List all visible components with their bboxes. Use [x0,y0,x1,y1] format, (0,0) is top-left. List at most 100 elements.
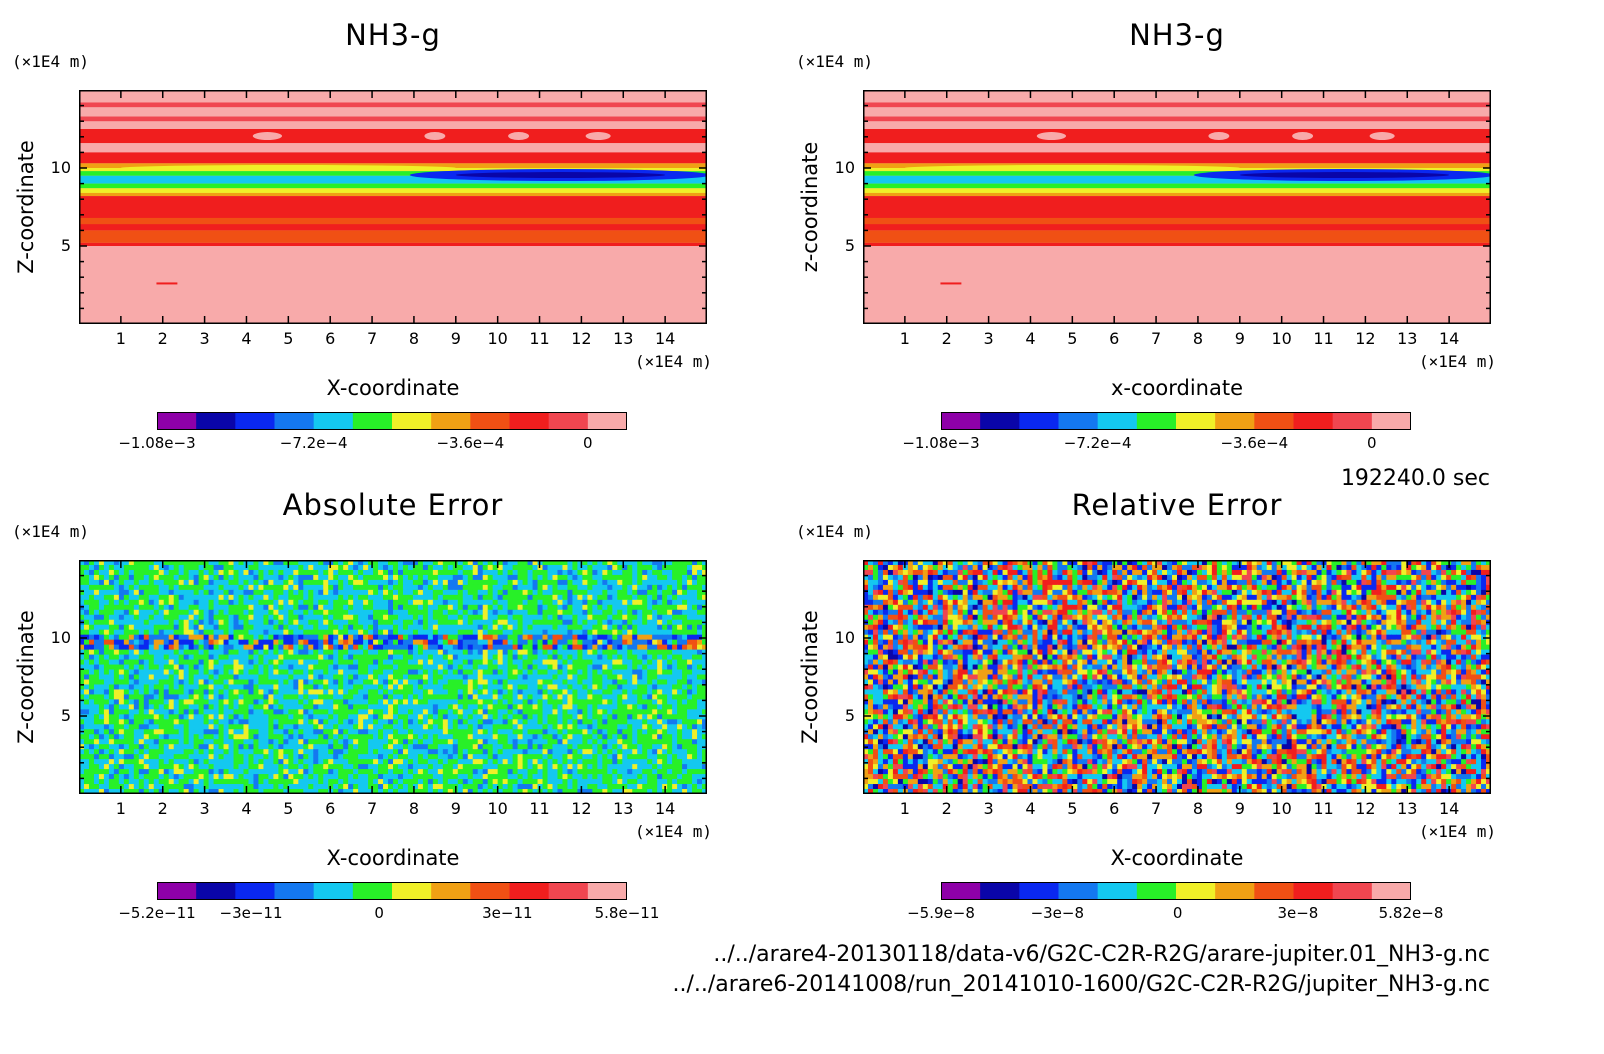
contour-cell [288,614,294,621]
contour-cell [527,694,534,701]
contour-cell [417,734,424,740]
contour-cell [677,714,683,720]
contour-cell [378,589,384,596]
contour-cell [672,594,678,601]
contour-cell [383,729,389,735]
contour-cell [243,734,250,740]
contour-cell [432,634,439,641]
contour-cell [98,664,105,671]
contour-cell [228,724,235,730]
contour-cell [263,744,269,750]
contour-cell [193,699,200,705]
contour-cell [397,724,404,730]
contour-cell [437,560,444,566]
contour-cell [512,674,519,681]
contour-cell [203,564,210,571]
contour-cell [497,629,504,636]
contour-cell [383,599,389,606]
contour-cell [113,659,120,666]
contour-cell [692,629,698,636]
contour-cell [273,699,279,705]
contour-cell [223,674,230,681]
contour-cell [627,584,633,591]
contour-cell [298,734,304,740]
contour-cell [592,684,598,691]
contour-cell [607,719,613,725]
contour-cell [118,589,125,596]
contour-cell [83,679,90,686]
contour-cell [88,699,95,705]
contour-cell [682,564,688,571]
contour-cell [378,679,384,686]
contour-cell [577,599,583,606]
contour-cell [323,574,329,581]
contour-cell [103,699,110,705]
colorbar-swatch [352,412,393,430]
contour-cell [333,649,339,656]
contour-cell [283,619,289,626]
contour-cell [123,664,130,671]
contour-cell [637,589,643,596]
contour-cell [318,679,324,686]
contour-cell [98,584,105,591]
contour-cell [577,609,583,616]
contour-cell [672,599,678,606]
contour-cell [238,709,245,715]
contour-cell [597,689,603,696]
contour-cell [273,649,279,656]
contour-cell [188,739,195,745]
contour-cell [622,659,628,666]
contour-cell [642,594,648,601]
contour-cell [98,679,105,686]
contour-cell [178,704,185,710]
contour-cell [547,659,554,666]
contour-cell [637,574,643,581]
contour-cell [412,714,419,720]
contour-cell [268,644,274,651]
contour-cell [617,734,623,740]
contour-cell [697,569,703,576]
contour-cell [318,574,324,581]
contour-cell [383,639,389,646]
contour-cell [193,639,200,646]
contour-cell [452,639,459,646]
contour-band [863,230,1491,243]
contour-cell [407,744,414,750]
contour-cell [128,560,135,566]
contour-cell [442,584,449,591]
contour-cell [607,699,613,705]
contour-cell [402,629,409,636]
contour-cell [502,589,509,596]
contour-cell [173,569,180,576]
contour-cell [348,639,354,646]
contour-cell [133,629,140,636]
contour-cell [193,634,200,641]
contour-cell [153,609,160,616]
contour-cell [108,684,115,691]
contour-cell [233,744,240,750]
contour-cell [517,560,524,566]
contour-cell [128,594,135,601]
contour-cell [512,689,519,696]
contour-cell [233,569,240,576]
contour-cell [547,679,554,686]
contour-cell [672,689,678,696]
contour-cell [612,584,618,591]
contour-cell [642,689,648,696]
contour-cell [477,579,484,586]
contour-cell [103,734,110,740]
x-tick-label: 9 [450,329,461,348]
contour-cell [183,674,190,681]
contour-cell [218,739,225,745]
contour-cell [128,614,135,621]
contour-cell [333,624,339,631]
contour-cell [582,714,588,720]
contour-cell [183,589,190,596]
contour-cell [452,724,459,730]
contour-cell [647,599,653,606]
contour-cell [637,644,643,651]
contour-cell [273,564,279,571]
contour-cell [188,674,195,681]
contour-cell [572,659,579,666]
contour-cell [482,699,489,705]
